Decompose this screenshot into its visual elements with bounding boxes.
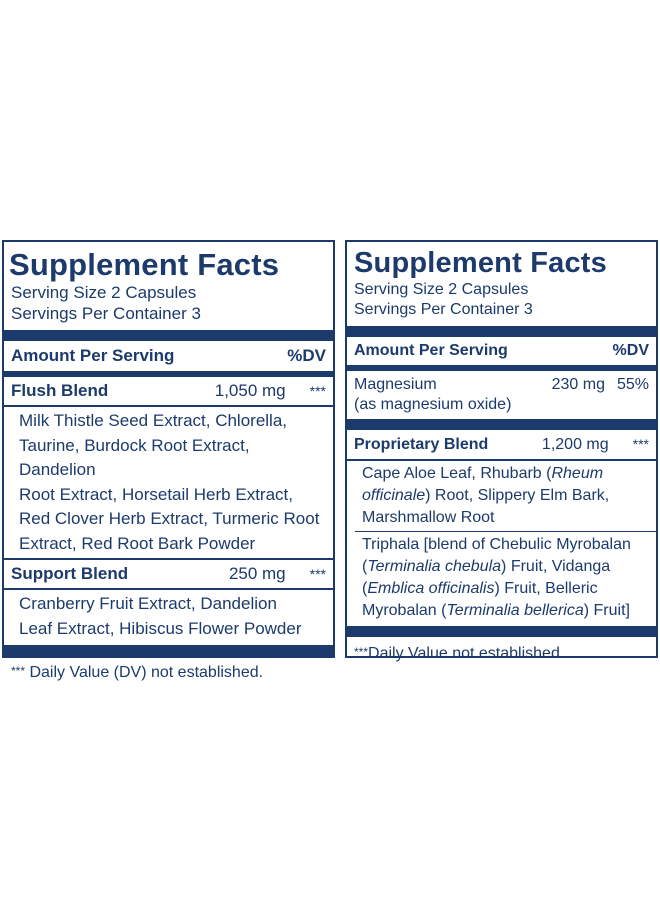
latin-name: Rheum (551, 465, 604, 482)
ingredient-line: Root Extract, Horsetail Herb Extract, (19, 484, 293, 504)
divider-thin (4, 558, 333, 560)
text-segment: ) Root, Slippery Elm Bark, (425, 487, 610, 504)
ingredient-line: Leaf Extract, Hibiscus Flower Powder (19, 618, 302, 638)
ingredient-line: (Emblica officinalis) Fruit, Belleric (362, 578, 652, 600)
blend-dv: *** (632, 436, 649, 452)
nutrient-subtitle: (as magnesium oxide) (354, 396, 512, 413)
footnote-text: Daily Value (DV) not established. (29, 664, 264, 681)
blend-amount: 1,200 mg (541, 436, 609, 453)
blend-amount: 250 mg (228, 564, 286, 583)
divider-thick (347, 326, 656, 337)
blend-group-triphala: Triphala [blend of Chebulic Myrobalan (T… (355, 531, 656, 624)
ingredient-line: officinale) Root, Slippery Elm Bark, (362, 485, 652, 507)
servings-per-container: Servings Per Container 3 (11, 304, 201, 323)
ingredient-line: Taurine, Burdock Root Extract, Dandelion (19, 435, 250, 480)
divider-medium (4, 371, 333, 377)
text-segment: ( (362, 580, 368, 597)
text-segment: ) Fruit, Vidanga (501, 558, 611, 575)
ingredient-line: (Terminalia chebula) Fruit, Vidanga (362, 556, 652, 578)
divider-thick (4, 645, 333, 656)
ingredient-line: Extract, Red Root Bark Powder (19, 533, 256, 553)
blend-name: Proprietary Blend (354, 436, 489, 453)
ingredient-line: Red Clover Herb Extract, Turmeric Root (19, 509, 320, 528)
ingredient-line: Triphala [blend of Chebulic Myrobalan (362, 536, 631, 553)
latin-name: Emblica officinalis (367, 580, 495, 597)
blend-name: Support Blend (11, 564, 129, 583)
ingredient-line: Marshmallow Root (362, 509, 495, 526)
footnote-stars: *** (11, 664, 26, 678)
amount-per-serving-label: Amount Per Serving (354, 342, 508, 359)
footnote-stars: *** (354, 645, 369, 659)
panel-title: Supplement Facts (9, 247, 280, 282)
supplement-facts-panel-left: Supplement Facts Serving Size 2 Capsules… (2, 240, 335, 681)
latin-name: Terminalia bellerica (446, 602, 584, 619)
ingredient-line: Milk Thistle Seed Extract, Chlorella, (19, 411, 288, 430)
amount-per-serving-label: Amount Per Serving (11, 346, 175, 365)
divider-thin (347, 459, 656, 461)
text-segment: ) Fruit] (583, 602, 630, 619)
footnote: ***Daily Value not established. (347, 639, 656, 667)
support-blend-ingredients: Cranberry Fruit Extract, Dandelion Leaf … (12, 590, 333, 643)
ingredient-line: Myrobalan (Terminalia bellerica) Fruit] (362, 600, 652, 622)
dv-header-label: %DV (612, 342, 649, 359)
divider-thick (4, 330, 333, 341)
blend-amount: 1,050 mg (214, 381, 286, 400)
divider-medium (347, 365, 656, 371)
divider-thick (347, 626, 656, 637)
divider-thick (347, 419, 656, 430)
servings-per-container: Servings Per Container 3 (354, 301, 533, 318)
proprietary-blend-row: Proprietary Blend 1,200 mg *** (347, 430, 656, 459)
blend-dv: *** (309, 383, 326, 399)
text-segment: Myrobalan ( (362, 602, 447, 619)
nutrient-name: Magnesium (354, 376, 437, 393)
text-segment: ( (362, 558, 368, 575)
footnote-text: Daily Value not established. (368, 645, 565, 662)
flush-blend-ingredients: Milk Thistle Seed Extract, Chlorella, Ta… (12, 407, 333, 558)
divider-thin (4, 588, 333, 590)
latin-name: Terminalia chebula (367, 558, 502, 575)
panel-title: Supplement Facts (354, 247, 607, 279)
support-blend-row: Support Blend 250 mg *** (4, 560, 333, 588)
text-segment: ) Fruit, Belleric (494, 580, 598, 597)
nutrient-amount: 230 mg (551, 376, 605, 393)
supplement-facts-panel-right: Supplement Facts Serving Size 2 Capsules… (345, 240, 658, 662)
blend-group-aloe: Cape Aloe Leaf, Rhubarb (Rheum officinal… (355, 461, 656, 531)
magnesium-row: Magnesium 230 mg 55% (347, 375, 656, 395)
latin-name: officinale (362, 487, 426, 504)
dv-header-label: %DV (287, 346, 326, 365)
nutrient-dv: 55% (616, 376, 649, 393)
footnote: *** Daily Value (DV) not established. (4, 658, 333, 686)
blend-dv: *** (309, 566, 326, 582)
amount-header-row: Amount Per Serving %DV (347, 337, 656, 365)
serving-size: Serving Size 2 Capsules (11, 283, 197, 302)
amount-header-row: Amount Per Serving %DV (4, 341, 333, 371)
flush-blend-row: Flush Blend 1,050 mg *** (4, 377, 333, 405)
ingredient-line: Cranberry Fruit Extract, Dandelion (19, 594, 277, 613)
blend-name: Flush Blend (11, 381, 109, 400)
serving-size: Serving Size 2 Capsules (354, 281, 529, 298)
ingredient-line: Cape Aloe Leaf, Rhubarb (Rheum (362, 463, 652, 485)
text-segment: Cape Aloe Leaf, Rhubarb ( (362, 465, 552, 482)
divider-thin (4, 405, 333, 407)
